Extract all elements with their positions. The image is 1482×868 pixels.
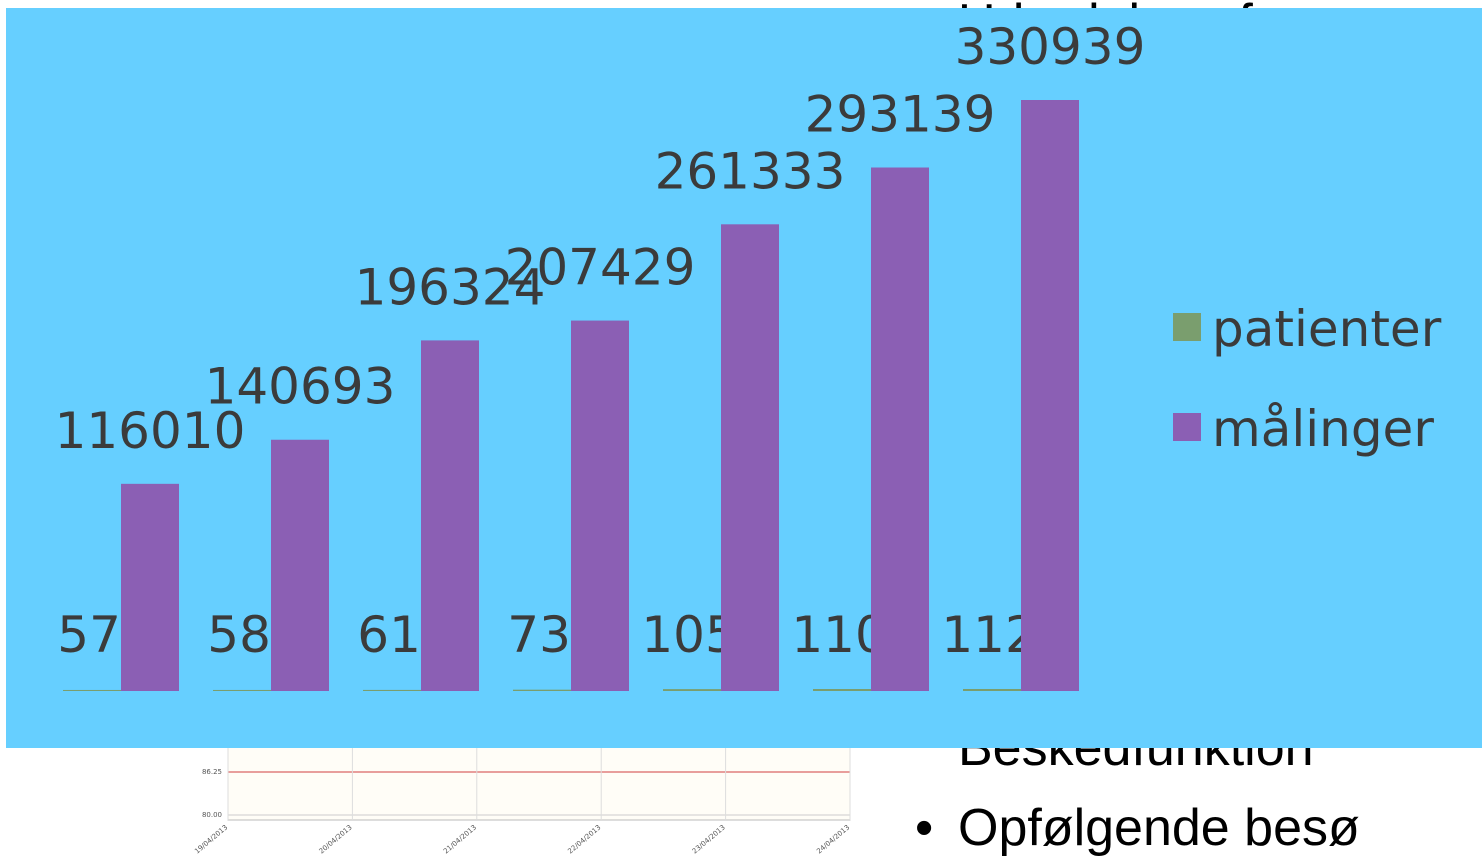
bar <box>63 689 121 691</box>
bg-x-tick-label: 23/04/2013 <box>691 823 727 855</box>
bullet: Opfølgende besø <box>958 799 1360 857</box>
bar <box>813 689 871 691</box>
data-label: 116010 <box>55 402 246 460</box>
bg-y-tick-label: 86.25 <box>202 768 222 776</box>
bar <box>1021 100 1079 691</box>
data-label: 293139 <box>805 86 996 144</box>
data-label: 330939 <box>955 18 1146 76</box>
data-label: 261333 <box>655 142 846 200</box>
bar <box>271 439 329 691</box>
bar <box>213 689 271 691</box>
bg-y-tick-label: 80.00 <box>202 811 222 819</box>
bg-x-tick-label: 22/04/2013 <box>566 823 602 855</box>
bg-x-tick-label: 19/04/2013 <box>193 823 229 855</box>
bar <box>571 320 629 691</box>
bar <box>721 224 779 691</box>
bg-x-tick-label: 20/04/2013 <box>318 823 354 855</box>
legend-label: målinger <box>1212 400 1434 458</box>
data-label: 196324 <box>355 258 546 316</box>
data-label: 207429 <box>505 239 696 297</box>
legend-swatch <box>1173 413 1201 441</box>
legend-label: patienter <box>1212 300 1442 358</box>
bar <box>963 688 1021 691</box>
chart: 576 589 611 738 1059 1108 11241160101406931963… <box>55 18 1442 692</box>
bar <box>871 167 929 692</box>
bar <box>663 689 721 691</box>
bar <box>513 689 571 691</box>
bg-x-tick-label: 21/04/2013 <box>442 823 478 855</box>
bullet-marker: • <box>915 799 933 857</box>
legend-swatch <box>1173 313 1201 341</box>
bg-x-tick-label: 24/04/2013 <box>815 823 851 855</box>
data-label: 140693 <box>205 358 396 416</box>
bar <box>363 689 421 691</box>
bar <box>121 483 179 691</box>
bar <box>421 340 479 691</box>
